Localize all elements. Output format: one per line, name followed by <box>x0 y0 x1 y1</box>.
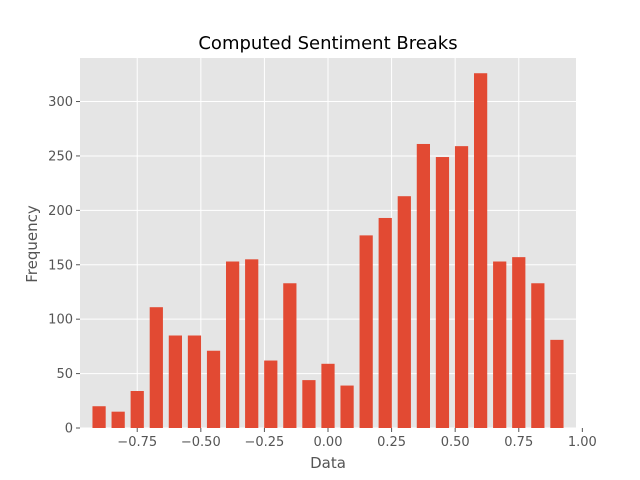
histogram-bar <box>378 217 392 428</box>
y-axis-label: Frequency <box>23 205 41 283</box>
y-tick-label: 0 <box>65 422 73 437</box>
x-axis-label: Data <box>310 454 346 472</box>
y-tick-label: 150 <box>48 258 73 273</box>
x-tick-label: −0.25 <box>244 435 284 450</box>
histogram-bar <box>340 385 354 428</box>
bars <box>92 73 564 428</box>
histogram-bar <box>416 143 430 428</box>
x-tick-label: 0.25 <box>377 435 406 450</box>
histogram-bar <box>359 235 373 428</box>
y-tick-label: 200 <box>48 204 73 219</box>
histogram-bar <box>531 283 545 428</box>
y-ticks: 0 50 100 150 200 250 300 <box>48 95 80 437</box>
y-tick-label: 50 <box>56 367 73 382</box>
histogram-bar <box>474 73 488 428</box>
x-ticks: −0.75 −0.50 −0.25 0.00 0.25 0.50 0.75 1.00 <box>117 428 597 450</box>
y-tick-label: 300 <box>48 95 73 110</box>
y-tick-label: 100 <box>48 313 73 328</box>
histogram-bar <box>206 350 221 428</box>
x-tick-label: 0.00 <box>314 435 343 450</box>
histogram-bar <box>454 146 469 428</box>
x-tick-label: −0.50 <box>181 435 221 450</box>
histogram-bar <box>321 363 335 428</box>
histogram-bar <box>512 257 526 428</box>
x-tick-label: 0.50 <box>441 435 470 450</box>
histogram-bar <box>187 335 202 428</box>
y-tick-label: 250 <box>48 149 73 164</box>
histogram-bar <box>493 261 507 428</box>
histogram-bar <box>550 339 564 428</box>
chart-title: Computed Sentiment Breaks <box>198 33 457 54</box>
histogram-bar <box>130 391 144 428</box>
x-tick-label: 0.75 <box>504 435 533 450</box>
histogram-bar <box>302 380 316 428</box>
histogram-bar <box>397 196 411 428</box>
histogram-bar <box>264 360 278 428</box>
histogram-bar <box>111 411 125 428</box>
histogram-bar <box>92 406 106 428</box>
histogram-bar <box>283 283 297 428</box>
x-tick-label: 1.00 <box>568 435 597 450</box>
x-tick-label: −0.75 <box>117 435 157 450</box>
histogram-bar <box>435 157 450 428</box>
histogram-bar <box>245 259 259 428</box>
histogram-bar <box>149 307 163 428</box>
histogram-bar <box>226 261 240 428</box>
histogram-bar <box>168 335 182 428</box>
